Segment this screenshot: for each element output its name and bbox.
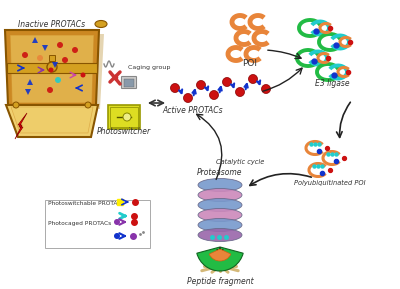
Circle shape — [222, 77, 232, 86]
Text: Proteasome: Proteasome — [197, 168, 243, 177]
Polygon shape — [15, 113, 27, 139]
Circle shape — [248, 75, 258, 84]
Polygon shape — [32, 37, 38, 43]
Circle shape — [196, 81, 206, 90]
Circle shape — [85, 102, 91, 108]
Polygon shape — [25, 89, 31, 95]
Circle shape — [47, 62, 57, 72]
FancyBboxPatch shape — [108, 105, 140, 129]
Bar — [124, 79, 134, 87]
Ellipse shape — [95, 21, 107, 27]
Ellipse shape — [198, 179, 242, 192]
Circle shape — [114, 219, 120, 225]
Circle shape — [22, 52, 28, 58]
Bar — [7, 63, 97, 73]
Circle shape — [170, 84, 180, 92]
Text: Photocaged PROTACs: Photocaged PROTACs — [48, 221, 111, 226]
Polygon shape — [11, 107, 93, 133]
Circle shape — [62, 57, 68, 63]
Circle shape — [55, 77, 61, 83]
Circle shape — [47, 87, 53, 93]
Circle shape — [123, 113, 131, 121]
Ellipse shape — [198, 199, 242, 212]
Circle shape — [210, 90, 218, 99]
Circle shape — [37, 55, 43, 61]
FancyBboxPatch shape — [122, 77, 136, 88]
Circle shape — [262, 84, 270, 94]
Text: Inactive PROTACs: Inactive PROTACs — [18, 20, 86, 29]
Circle shape — [13, 102, 19, 108]
Bar — [49, 55, 55, 61]
Text: E3 ligase: E3 ligase — [315, 79, 349, 88]
Ellipse shape — [198, 229, 242, 242]
Bar — [110, 107, 138, 127]
Text: Active PROTACs: Active PROTACs — [163, 106, 223, 115]
Polygon shape — [52, 62, 58, 68]
Circle shape — [114, 233, 120, 239]
Circle shape — [57, 42, 63, 48]
Wedge shape — [197, 247, 243, 271]
Circle shape — [72, 47, 78, 53]
Text: Peptide fragment: Peptide fragment — [187, 277, 253, 286]
Ellipse shape — [198, 188, 242, 201]
Text: Caging group: Caging group — [128, 66, 170, 71]
Polygon shape — [12, 34, 104, 109]
Ellipse shape — [198, 218, 242, 231]
Text: Polyubiquitinated POI: Polyubiquitinated POI — [294, 180, 366, 186]
Polygon shape — [27, 79, 33, 85]
Circle shape — [184, 94, 192, 103]
Polygon shape — [5, 30, 99, 105]
Wedge shape — [209, 249, 231, 261]
Text: Catalytic cycle: Catalytic cycle — [216, 159, 264, 165]
Text: Photoswitchable PROTACs: Photoswitchable PROTACs — [48, 201, 124, 206]
Polygon shape — [42, 45, 48, 51]
Circle shape — [80, 73, 86, 77]
Circle shape — [236, 88, 244, 97]
Polygon shape — [6, 105, 98, 137]
Text: Photoswitcher: Photoswitcher — [97, 127, 151, 136]
Ellipse shape — [198, 208, 242, 221]
Polygon shape — [10, 35, 94, 103]
Bar — [45, 200, 150, 248]
Text: POI: POI — [242, 59, 258, 68]
Circle shape — [48, 68, 54, 73]
